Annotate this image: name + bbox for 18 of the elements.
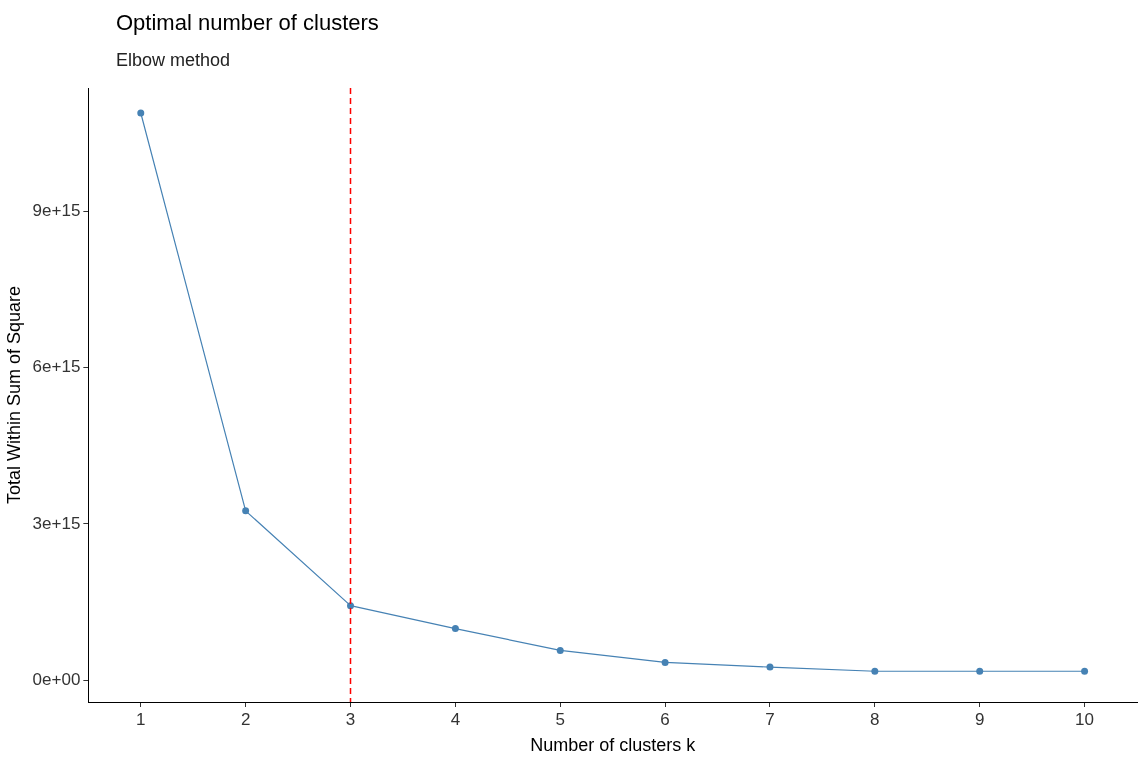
x-tick-label: 8 [870,709,880,729]
x-tick-label: 1 [136,709,146,729]
y-axis-title: Total Within Sum of Square [3,285,24,505]
x-tick-label: 2 [240,709,251,729]
x-tick-label: 10 [1075,709,1095,729]
x-tick-label: 3 [345,709,356,729]
x-tick-label: 4 [450,709,461,729]
x-tick-label: 6 [660,709,670,729]
y-tick-label: 0e+00 [32,669,81,689]
chart-title: Optimal number of clusters [116,10,379,36]
chart-subtitle: Elbow method [116,50,231,71]
x-axis-title: Number of clusters k [530,735,697,756]
y-tick-label: 9e+15 [32,201,81,221]
y-tick-label: 3e+15 [32,513,81,533]
y-tick-label: 6e+15 [32,357,81,377]
x-tick-label: 7 [765,709,775,729]
x-tick-label: 9 [974,709,985,729]
x-tick-label: 5 [555,709,565,729]
